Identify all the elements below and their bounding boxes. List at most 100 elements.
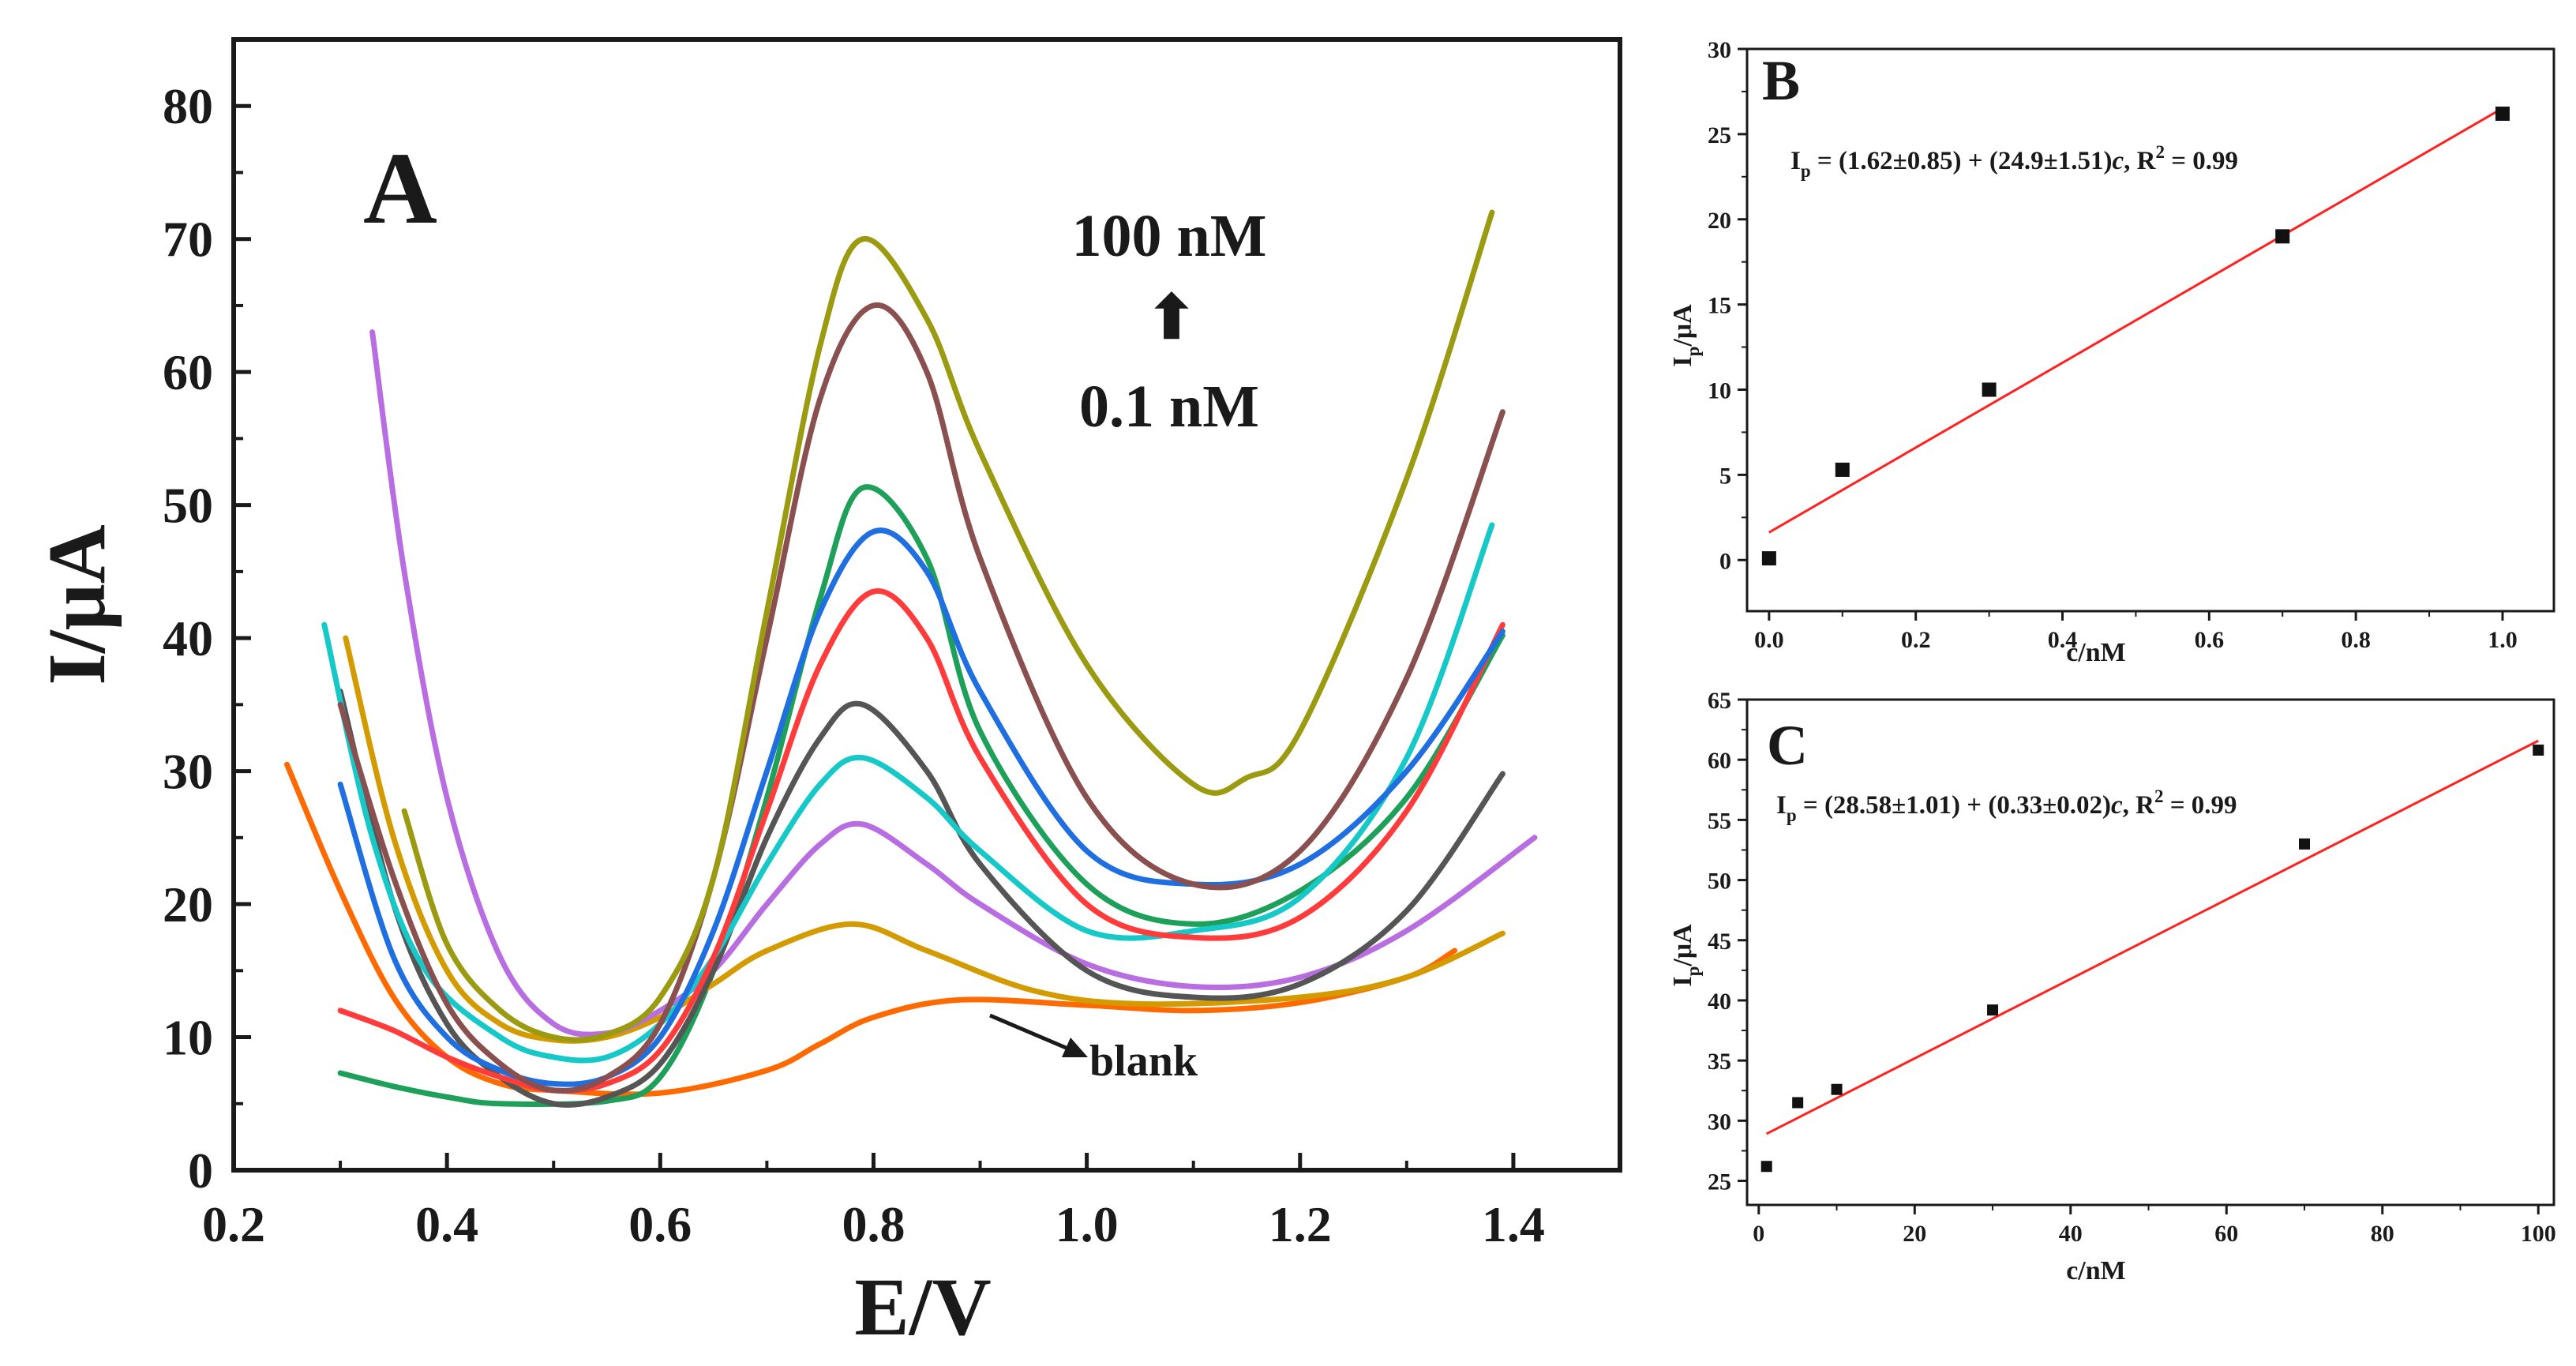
x-tick-label-a: 0.4 bbox=[415, 1196, 478, 1252]
series-line-c9 bbox=[401, 209, 1495, 1043]
y-tick-label-b: 20 bbox=[1708, 208, 1731, 234]
y-tick-label-a: 60 bbox=[163, 344, 213, 400]
eq-b-lead: I bbox=[1790, 147, 1801, 175]
y-tick-label-c: 30 bbox=[1708, 1109, 1731, 1135]
x-tick-label-a: 1.0 bbox=[1056, 1196, 1119, 1252]
panel-c: 0 20 40 60 80 100 25 30 35 40 45 50 55 60 65 C Ip = (2… bbox=[1668, 688, 2556, 1285]
eq-b-sub: p bbox=[1801, 161, 1811, 181]
ylabel-b-main: I bbox=[1668, 356, 1697, 366]
y-tick-label-a: 0 bbox=[188, 1143, 213, 1199]
ylabel-c-sub: p bbox=[1683, 966, 1703, 977]
annotation-arrow-up: ⬆ bbox=[1146, 285, 1197, 351]
data-point-c bbox=[2299, 838, 2311, 850]
x-tick-label-c: 60 bbox=[2214, 1221, 2238, 1247]
panel-b-frame bbox=[1745, 47, 2555, 613]
panel-a-ticks: 0.2 0.4 0.6 0.8 1.0 1.2 1.4 0 10 20 30 40 50 60 70 80 bbox=[163, 78, 1545, 1252]
fit-line-b bbox=[1768, 107, 2503, 534]
y-tick-label-b: 10 bbox=[1708, 378, 1731, 404]
x-tick-label-c: 80 bbox=[2371, 1221, 2394, 1247]
x-tick-label-a: 0.6 bbox=[628, 1196, 692, 1252]
y-tick-label-b: 15 bbox=[1708, 293, 1731, 319]
y-tick-label-b: 5 bbox=[1719, 463, 1731, 489]
axis-label-ylabel-a: I/μA bbox=[32, 524, 122, 685]
eq-c-r2-lead: , R bbox=[2123, 791, 2156, 820]
x-tick-label-c: 100 bbox=[2521, 1221, 2556, 1247]
eq-c-r2-tail: = 0.99 bbox=[2163, 791, 2237, 820]
x-tick-label-a: 1.2 bbox=[1269, 1196, 1332, 1252]
data-point-b bbox=[2275, 229, 2290, 244]
eq-c-sub: p bbox=[1787, 805, 1797, 825]
y-tick-label-b: 0 bbox=[1719, 548, 1731, 574]
eq-c-sup: 2 bbox=[2154, 786, 2164, 806]
y-tick-label-a: 80 bbox=[163, 78, 213, 134]
y-tick-label-c: 35 bbox=[1708, 1049, 1731, 1075]
y-tick-label-a: 70 bbox=[163, 212, 213, 268]
annotation-blank: blank bbox=[1089, 1037, 1198, 1086]
y-tick-label-b: 25 bbox=[1708, 122, 1731, 148]
x-tick-label-b: 0.0 bbox=[1754, 627, 1784, 653]
y-tick-label-c: 60 bbox=[1708, 748, 1731, 774]
ylabel-b-tail: /μA bbox=[1668, 304, 1697, 347]
annotation-0.1nm: 0.1 nM bbox=[1079, 373, 1259, 440]
data-point-b bbox=[1761, 551, 1776, 566]
x-tick-label-c: 20 bbox=[1903, 1221, 1926, 1247]
panel-b-ticks: 0.0 0.2 0.4 0.6 0.8 1.0 0 5 10 15 20 25 30 bbox=[1708, 37, 2518, 653]
data-point-c bbox=[1760, 1161, 1772, 1173]
ylabel-c-main: I bbox=[1668, 976, 1697, 986]
panel-b-letter: B bbox=[1762, 49, 1800, 112]
axis-label-xlabel-c: c/nM bbox=[2066, 1256, 2126, 1285]
panel-c-ticks: 0 20 40 60 80 100 25 30 35 40 45 50 55 60 65 bbox=[1708, 688, 2556, 1247]
axis-label-xlabel-b: c/nM bbox=[2066, 638, 2126, 667]
axis-label-ylabel-c: Ip/μA bbox=[1668, 924, 1703, 987]
series-line-c5 bbox=[321, 522, 1495, 1064]
x-tick-label-c: 0 bbox=[1753, 1221, 1764, 1247]
regression-equation-c: Ip = (28.58±1.01) + (0.33±0.02)c, R2 = 0… bbox=[1776, 786, 2237, 825]
series-line-blank bbox=[284, 761, 1458, 1098]
panel-a-frame bbox=[231, 37, 1622, 1173]
eq-c-body: = (28.58±1.01) + (0.33±0.02) bbox=[1797, 791, 2111, 820]
y-tick-label-c: 25 bbox=[1708, 1169, 1731, 1195]
blank-arrow-icon bbox=[989, 1013, 1088, 1057]
x-tick-label-a: 0.8 bbox=[842, 1196, 905, 1252]
axis-label-xlabel-a: E/V bbox=[854, 1262, 991, 1353]
annotation-100nm: 100 nM bbox=[1072, 203, 1267, 269]
y-tick-label-a: 40 bbox=[163, 610, 213, 666]
x-tick-label-b: 1.0 bbox=[2488, 627, 2518, 653]
data-point-c bbox=[2533, 745, 2544, 756]
eq-b-body: = (1.62±0.85) + (24.9±1.51) bbox=[1811, 147, 2113, 175]
y-tick-label-c: 50 bbox=[1708, 869, 1731, 895]
fit-line-c bbox=[1766, 739, 2539, 1135]
data-point-b bbox=[1835, 462, 1850, 477]
y-tick-label-c: 45 bbox=[1708, 929, 1731, 955]
series-line-c2 bbox=[343, 635, 1505, 1044]
x-tick-label-b: 0.8 bbox=[2341, 627, 2371, 653]
x-tick-label-b: 0.4 bbox=[2048, 627, 2078, 653]
eq-b-var: c bbox=[2112, 147, 2124, 175]
ylabel-c-tail: /μA bbox=[1668, 924, 1697, 967]
x-tick-label-c: 40 bbox=[2059, 1221, 2083, 1247]
y-tick-label-a: 30 bbox=[163, 744, 213, 800]
panel-b: 0.0 0.2 0.4 0.6 0.8 1.0 0 5 10 15 20 25 30 B Ip = (1… bbox=[1668, 37, 2555, 667]
ylabel-b-sub: p bbox=[1683, 347, 1703, 357]
y-tick-label-c: 55 bbox=[1708, 808, 1731, 834]
eq-c-var: c bbox=[2111, 791, 2123, 820]
series-line-c7 bbox=[337, 527, 1505, 1087]
y-tick-label-a: 50 bbox=[163, 478, 213, 534]
eq-b-r2-lead: , R bbox=[2124, 147, 2157, 175]
regression-equation-b: Ip = (1.62±0.85) + (24.9±1.51)c, R2 = 0.… bbox=[1790, 142, 2238, 181]
eq-c-lead: I bbox=[1776, 791, 1787, 820]
data-point-c bbox=[1987, 1004, 1999, 1016]
panel-a-letter: A bbox=[363, 132, 437, 246]
eq-b-sup: 2 bbox=[2155, 142, 2165, 162]
axis-label-ylabel-b: Ip/μA bbox=[1668, 304, 1703, 367]
x-tick-label-a: 0.2 bbox=[202, 1196, 265, 1252]
panel-a-curves bbox=[284, 209, 1538, 1108]
panel-b-marks bbox=[1761, 106, 2510, 566]
panel-c-letter: C bbox=[1767, 714, 1808, 777]
series-line-c8 bbox=[337, 302, 1505, 1094]
y-tick-label-c: 65 bbox=[1708, 688, 1731, 714]
x-tick-label-a: 1.4 bbox=[1482, 1196, 1545, 1252]
data-point-b bbox=[1982, 382, 1997, 397]
data-point-c bbox=[1792, 1097, 1804, 1109]
eq-b-r2-tail: = 0.99 bbox=[2165, 147, 2238, 175]
